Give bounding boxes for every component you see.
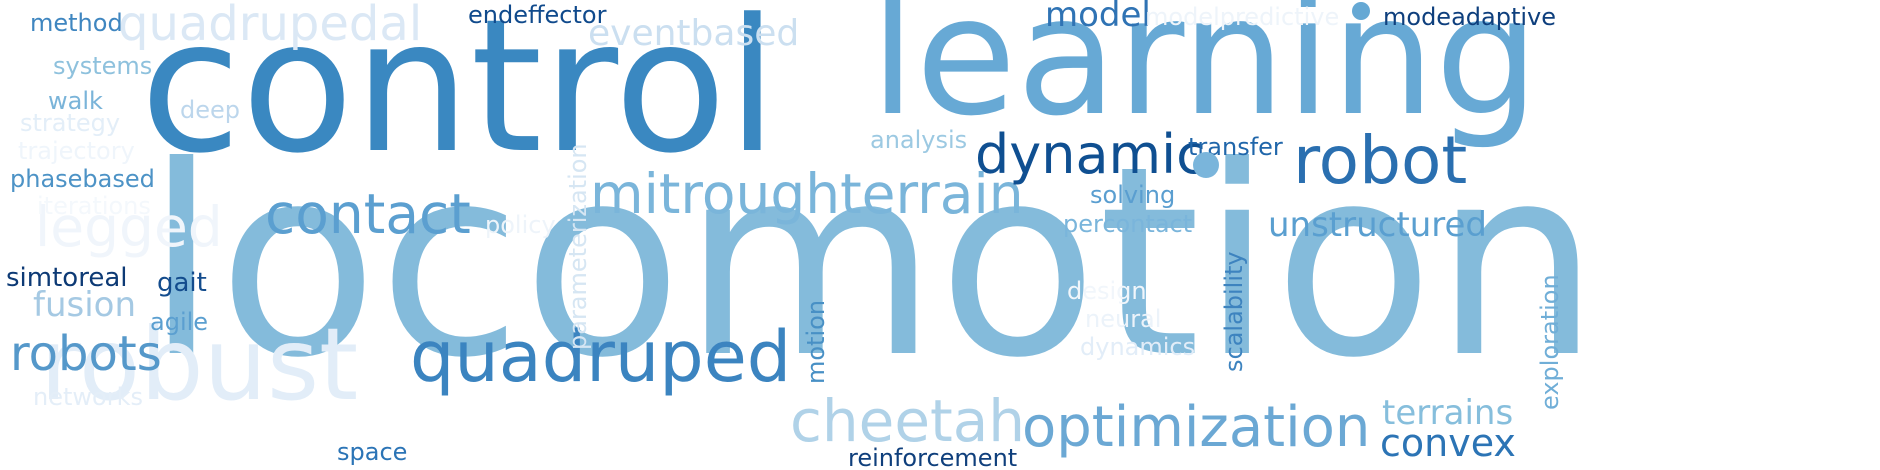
word-modeadaptive: modeadaptive	[1383, 3, 1556, 31]
word-percontact: percontact	[1063, 210, 1193, 238]
word-quadruped: quadruped	[410, 316, 792, 398]
word-learning: learning	[870, 0, 1540, 152]
word-analysis: analysis	[870, 126, 968, 154]
word-model: model	[1045, 0, 1151, 35]
word-dynamics: dynamics	[1080, 333, 1196, 361]
word-parameterization: parameterization	[564, 143, 592, 350]
word-robust: robust	[40, 306, 359, 423]
word-cheetah: cheetah	[790, 387, 1026, 455]
word-method: method	[30, 9, 123, 37]
word-mitroughterrain: mitroughterrain	[590, 162, 1024, 226]
word-fusion: fusion	[33, 285, 137, 325]
word-systems: systems	[53, 52, 153, 80]
word-scalability: scalability	[1220, 251, 1248, 372]
word-solving: solving	[1090, 181, 1176, 209]
word-simtoreal: simtoreal	[6, 263, 128, 293]
word-exploration: exploration	[1536, 274, 1564, 410]
word-design: design	[1067, 277, 1147, 305]
word-agile: agile	[150, 308, 209, 336]
word-policy: policy	[485, 211, 556, 239]
word-contact: contact	[265, 182, 471, 246]
word-space: space	[337, 438, 408, 466]
word-terrains: terrains	[1382, 393, 1514, 433]
word-unstructured: unstructured	[1268, 205, 1487, 245]
word-modelpredictive: modelpredictive	[1145, 3, 1340, 31]
dot-mark	[1193, 152, 1219, 178]
word-iterations: iterations	[37, 192, 151, 220]
word-robot: robot	[1293, 122, 1468, 199]
word-endeffector: endeffector	[468, 1, 607, 29]
word-phasebased: phasebased	[10, 165, 155, 193]
word-strategy: strategy	[20, 109, 121, 137]
word-reinforcement: reinforcement	[848, 444, 1018, 470]
word-trajectory: trajectory	[18, 137, 135, 165]
dot-mark	[1352, 2, 1370, 20]
word-quadrupedal: quadrupedal	[118, 0, 423, 52]
word-robots: robots	[10, 326, 162, 382]
word-dynamic: dynamic	[975, 123, 1206, 186]
word-motion: motion	[802, 299, 830, 384]
word-gait: gait	[157, 268, 207, 298]
word-eventbased: eventbased	[588, 13, 800, 54]
word-networks: networks	[33, 383, 143, 411]
word-deep: deep	[180, 96, 240, 124]
word-convex: convex	[1380, 421, 1516, 465]
word-neural: neural	[1085, 305, 1162, 333]
word-optimization: optimization	[1022, 395, 1371, 460]
word-locomotion: locomotion	[145, 110, 1600, 415]
word-walk: walk	[48, 87, 103, 115]
word-legged: legged	[35, 195, 223, 259]
word-control: control	[140, 0, 778, 194]
